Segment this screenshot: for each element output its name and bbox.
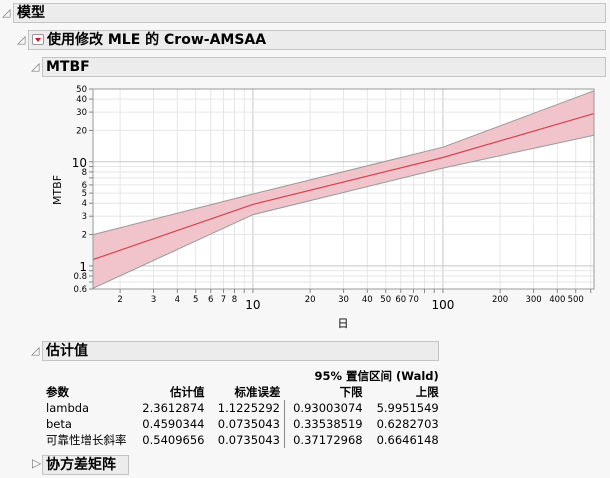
collapse-triangle-icon[interactable]: ◿ [2,6,11,19]
svg-text:40: 40 [362,295,373,305]
param-name: 可靠性增长斜率 [46,433,127,447]
svg-text:2: 2 [117,295,122,305]
svg-text:100: 100 [431,298,454,312]
covariance-header[interactable]: 协方差矩阵 [42,455,129,475]
svg-text:20: 20 [76,126,87,136]
svg-text:500: 500 [568,295,584,305]
estimate-value: 0.4590344 [142,417,205,431]
svg-text:60: 60 [395,295,406,305]
svg-text:30: 30 [338,295,349,305]
lower-value: 0.33538519 [283,416,367,432]
x-axis-label: 日 [338,317,349,330]
svg-text:30: 30 [76,108,87,118]
estimate-value: 0.5409656 [142,433,205,447]
svg-text:50: 50 [76,85,87,95]
collapse-triangle-icon[interactable]: ◿ [17,33,26,46]
svg-text:3: 3 [151,295,156,305]
svg-text:0.8: 0.8 [73,272,87,282]
mtbf-header[interactable]: MTBF [42,57,606,77]
lower-value: 0.37172968 [283,432,367,448]
expand-triangle-icon[interactable]: ▷ [32,456,42,470]
col-stderr: 标准误差 [234,385,281,399]
model-header[interactable]: 模型 [13,3,606,23]
ci-header: 95% 置信区间 (Wald) [314,369,439,383]
collapse-triangle-icon[interactable]: ◿ [31,60,40,73]
svg-text:70: 70 [408,295,419,305]
svg-text:5: 5 [193,295,198,305]
table-row: beta 0.4590344 0.0735043 0.33538519 0.62… [42,416,443,432]
estimates-header[interactable]: 估计值 [42,341,439,361]
upper-value: 0.6282703 [376,417,439,431]
upper-value: 0.6646148 [376,433,439,447]
svg-text:10: 10 [72,156,87,170]
svg-text:4: 4 [82,199,87,209]
stderr-value: 1.1225292 [217,401,280,415]
model-title: 模型 [17,5,45,21]
svg-text:5: 5 [82,189,87,199]
table-row: lambda 2.3612874 1.1225292 0.93003074 5.… [42,400,443,416]
plot-area [92,88,595,290]
svg-text:0.6: 0.6 [73,285,87,295]
param-name: beta [46,417,72,431]
svg-text:2: 2 [82,231,87,241]
svg-text:200: 200 [492,295,508,305]
svg-text:8: 8 [82,168,87,178]
svg-text:8: 8 [232,295,237,305]
crow-amsaa-title: 使用修改 MLE 的 Crow-AMSAA [47,32,267,48]
stderr-value: 0.0735043 [217,417,280,431]
svg-text:6: 6 [82,181,87,191]
covariance-title: 协方差矩阵 [46,457,116,473]
svg-text:300: 300 [525,295,541,305]
svg-text:40: 40 [76,95,87,105]
param-name: lambda [46,401,90,415]
svg-text:400: 400 [549,295,565,305]
mtbf-title: MTBF [46,59,90,75]
svg-text:6: 6 [208,295,213,305]
table-row: 可靠性增长斜率 0.5409656 0.0735043 0.37172968 0… [42,432,443,448]
col-estimate: 估计值 [170,385,205,399]
crow-amsaa-header[interactable]: 使用修改 MLE 的 Crow-AMSAA [28,30,606,50]
svg-text:50: 50 [380,295,391,305]
estimates-title: 估计值 [46,343,88,359]
svg-text:10: 10 [245,298,260,312]
red-triangle-menu-icon[interactable] [32,34,44,45]
col-param: 参数 [46,385,69,399]
collapse-triangle-icon[interactable]: ◿ [31,344,40,357]
lower-value: 0.93003074 [283,400,367,416]
table-header-row: 参数 估计值 标准误差 下限 上限 [42,384,443,400]
y-axis-label: MTBF [51,175,64,205]
estimate-value: 2.3612874 [142,401,205,415]
estimates-table: 95% 置信区间 (Wald) 参数 估计值 标准误差 下限 上限 lambda… [42,368,443,448]
upper-value: 5.9951549 [376,401,439,415]
svg-text:7: 7 [221,295,226,305]
svg-text:3: 3 [82,212,87,222]
svg-text:1: 1 [79,260,87,274]
col-lower: 下限 [339,385,363,399]
col-upper: 上限 [415,385,439,399]
svg-text:4: 4 [175,295,180,305]
stderr-value: 0.0735043 [217,433,280,447]
svg-text:20: 20 [305,295,316,305]
